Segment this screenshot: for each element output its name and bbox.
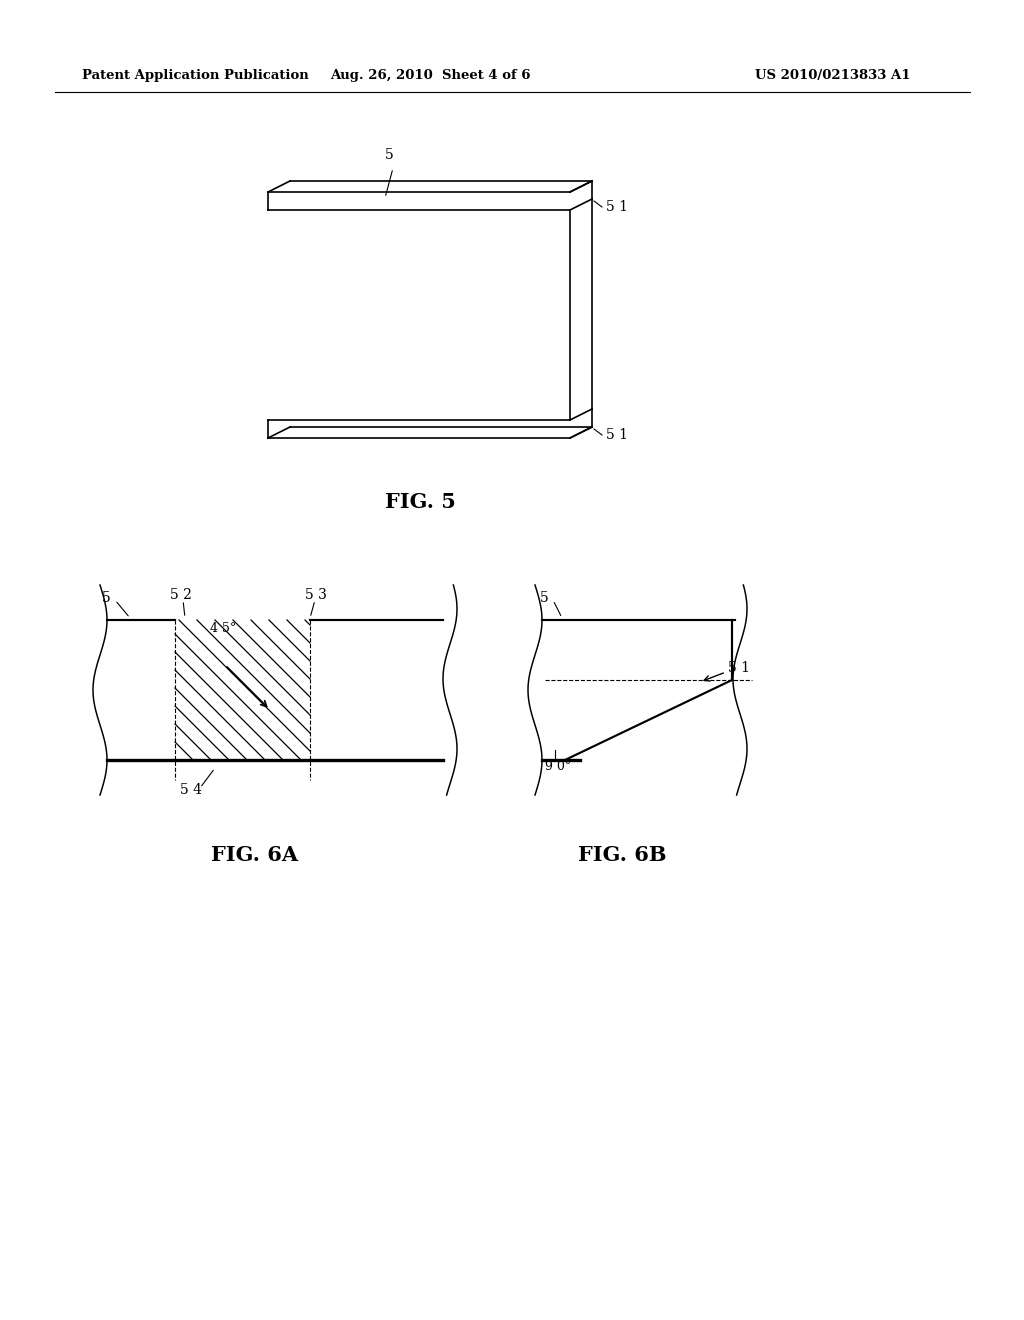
Text: US 2010/0213833 A1: US 2010/0213833 A1 <box>755 69 910 82</box>
Text: FIG. 5: FIG. 5 <box>385 492 456 512</box>
Text: Patent Application Publication: Patent Application Publication <box>82 69 309 82</box>
Text: 5: 5 <box>102 591 111 605</box>
Text: 5 4: 5 4 <box>180 783 202 797</box>
Text: FIG. 6B: FIG. 6B <box>578 845 667 865</box>
Text: 5 2: 5 2 <box>170 587 191 602</box>
Text: 5 1: 5 1 <box>606 428 628 442</box>
Text: FIG. 6A: FIG. 6A <box>211 845 299 865</box>
Text: 5 1: 5 1 <box>606 201 628 214</box>
Text: 5 1: 5 1 <box>728 661 750 675</box>
Text: 4 5°: 4 5° <box>210 622 237 635</box>
Text: Aug. 26, 2010  Sheet 4 of 6: Aug. 26, 2010 Sheet 4 of 6 <box>330 69 530 82</box>
Text: 5: 5 <box>540 591 549 605</box>
Text: 5: 5 <box>385 148 393 162</box>
Text: 5 3: 5 3 <box>305 587 327 602</box>
Text: 9 0°: 9 0° <box>545 760 571 774</box>
